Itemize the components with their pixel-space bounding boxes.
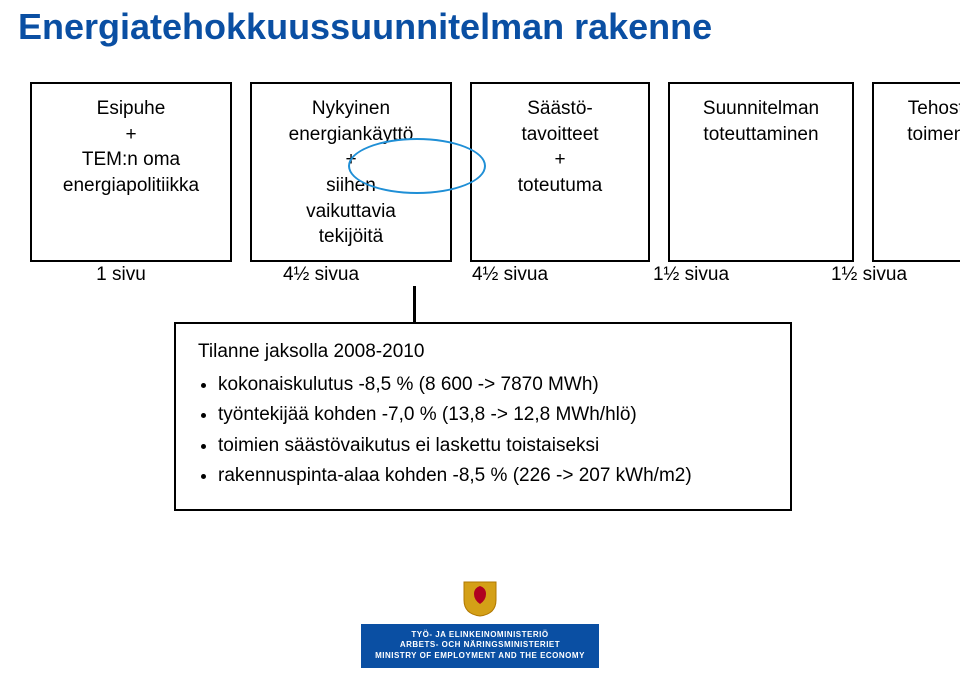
bullets-box: Tilanne jaksolla 2008-2010 kokonaiskulut… [174, 322, 792, 511]
box-esipuhe: Esipuhe + TEM:n oma energiapolitiikka [30, 82, 232, 262]
box-line: Esipuhe [40, 96, 222, 122]
ministry-line: ARBETS- OCH NÄRINGSMINISTERIET [375, 640, 585, 651]
crest-icon [460, 578, 500, 618]
box-line: + [40, 122, 222, 148]
footer-logo: TYÖ- JA ELINKEINOMINISTERIÖ ARBETS- OCH … [0, 578, 960, 668]
pages-label: 1 sivu [30, 264, 212, 286]
page-title: Energiatehokkuussuunnitelman rakenne [18, 6, 712, 48]
box-line: tavoitteet [480, 122, 640, 148]
box-line: energiankäyttö [260, 122, 442, 148]
bullet-item: rakennuspinta-alaa kohden -8,5 % (226 ->… [218, 462, 768, 491]
box-line: toteutuma [480, 173, 640, 199]
box-line: + [260, 147, 442, 173]
box-line: Nykyinen [260, 96, 442, 122]
bullets-heading: Tilanne jaksolla 2008-2010 [198, 338, 768, 367]
box-line: tekijöitä [260, 224, 442, 250]
boxes-row: Esipuhe + TEM:n oma energiapolitiikka Ny… [30, 82, 930, 262]
bullets-list: kokonaiskulutus -8,5 % (8 600 -> 7870 MW… [198, 371, 768, 491]
box-line: + [480, 147, 640, 173]
box-line: energiapolitiikka [40, 173, 222, 199]
box-line: siihen [260, 173, 442, 199]
pages-label: 1½ sivua [608, 264, 774, 286]
bullet-item: kokonaiskulutus -8,5 % (8 600 -> 7870 MW… [218, 371, 768, 400]
ministry-line: TYÖ- JA ELINKEINOMINISTERIÖ [375, 630, 585, 641]
box-nykyinen: Nykyinen energiankäyttö + siihen vaikutt… [250, 82, 452, 262]
box-line: vaikuttavia [260, 199, 442, 225]
bullet-item: toimien säästövaikutus ei laskettu toist… [218, 432, 768, 461]
pages-label: 4½ sivua [430, 264, 590, 286]
box-line: toteuttaminen [678, 122, 844, 148]
slide: Energiatehokkuussuunnitelman rakenne Esi… [0, 0, 960, 674]
box-line: TEM:n oma [40, 147, 222, 173]
box-saasto: Säästö- tavoitteet + toteutuma [470, 82, 650, 262]
box-line: Säästö- [480, 96, 640, 122]
bullet-item: työntekijää kohden -7,0 % (13,8 -> 12,8 … [218, 401, 768, 430]
pages-label: 1½ sivua [792, 264, 946, 286]
connector-line [413, 286, 416, 324]
box-line: Suunnitelman [678, 96, 844, 122]
box-line: Tehostamis- [882, 96, 960, 122]
pages-label: 4½ sivua [230, 264, 412, 286]
ministry-line: MINISTRY OF EMPLOYMENT AND THE ECONOMY [375, 651, 585, 662]
box-suunnitelman: Suunnitelman toteuttaminen [668, 82, 854, 262]
pages-row: 1 sivu 4½ sivua 4½ sivua 1½ sivua 1½ siv… [30, 264, 930, 286]
box-tehostamis: Tehostamis- toimenpiteet [872, 82, 960, 262]
ministry-bar: TYÖ- JA ELINKEINOMINISTERIÖ ARBETS- OCH … [361, 624, 599, 668]
box-line: toimenpiteet [882, 122, 960, 148]
